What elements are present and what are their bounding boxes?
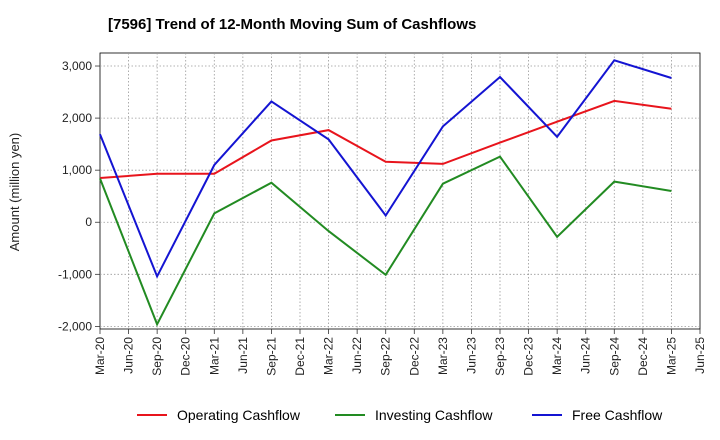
- legend-item-free-cashflow: Free Cashflow: [532, 404, 662, 426]
- legend-swatch: [532, 414, 562, 416]
- legend-label: Free Cashflow: [572, 407, 663, 423]
- x-tick-label: Dec-23: [522, 337, 536, 376]
- plot-frame: [99, 52, 701, 330]
- y-tick-label: 3,000: [62, 59, 92, 73]
- x-tick-label: Dec-24: [636, 337, 650, 376]
- y-tick-label: -2,000: [58, 319, 92, 333]
- y-axis-title: Amount (million yen): [7, 133, 22, 252]
- x-tick-label: Mar-20: [93, 337, 107, 375]
- x-tick-label: Dec-22: [407, 337, 421, 376]
- legend-label: Operating Cashflow: [177, 407, 300, 423]
- grid-layer: [99, 52, 701, 330]
- legend-label: Investing Cashflow: [375, 407, 493, 423]
- x-tick-label: Jun-25: [693, 337, 707, 374]
- x-tick-label: Mar-22: [322, 337, 336, 375]
- legend-swatch: [335, 414, 365, 416]
- x-tick-label: Sep-23: [493, 337, 507, 376]
- x-tick-label: Dec-20: [179, 337, 193, 376]
- x-tick-label: Mar-24: [550, 337, 564, 375]
- y-tick-label: 2,000: [62, 111, 92, 125]
- chart-title: [7596] Trend of 12-Month Moving Sum of C…: [108, 16, 477, 33]
- x-tick-label: Mar-25: [664, 337, 678, 375]
- x-tick-label: Sep-20: [150, 337, 164, 376]
- x-tick-label: Jun-22: [350, 337, 364, 374]
- y-tick-label: 0: [85, 215, 92, 229]
- x-tick-label: Sep-22: [379, 337, 393, 376]
- legend: Operating Cashflow Investing Cashflow Free…: [0, 404, 720, 426]
- x-tick-label: Sep-24: [607, 337, 621, 376]
- x-tick-label: Jun-21: [236, 337, 250, 374]
- x-tick-label: Mar-23: [436, 337, 450, 375]
- x-tick-label: Jun-24: [579, 337, 593, 374]
- x-tick-label: Sep-21: [264, 337, 278, 376]
- x-tick-label: Jun-23: [464, 337, 478, 374]
- y-tick-label: 1,000: [62, 163, 92, 177]
- x-tick-label: Dec-21: [293, 337, 307, 376]
- free-cashflow-line: [99, 59, 672, 279]
- x-tick-label: Mar-21: [207, 337, 221, 375]
- operating-cashflow-line: [99, 99, 672, 179]
- x-tick-label: Jun-20: [122, 337, 136, 374]
- y-tick-label: -1,000: [58, 267, 92, 281]
- series-layer: [99, 59, 672, 327]
- legend-swatch: [137, 414, 167, 416]
- legend-item-operating-cashflow: Operating Cashflow: [137, 404, 300, 426]
- investing-cashflow-line: [99, 155, 672, 327]
- legend-item-investing-cashflow: Investing Cashflow: [335, 404, 493, 426]
